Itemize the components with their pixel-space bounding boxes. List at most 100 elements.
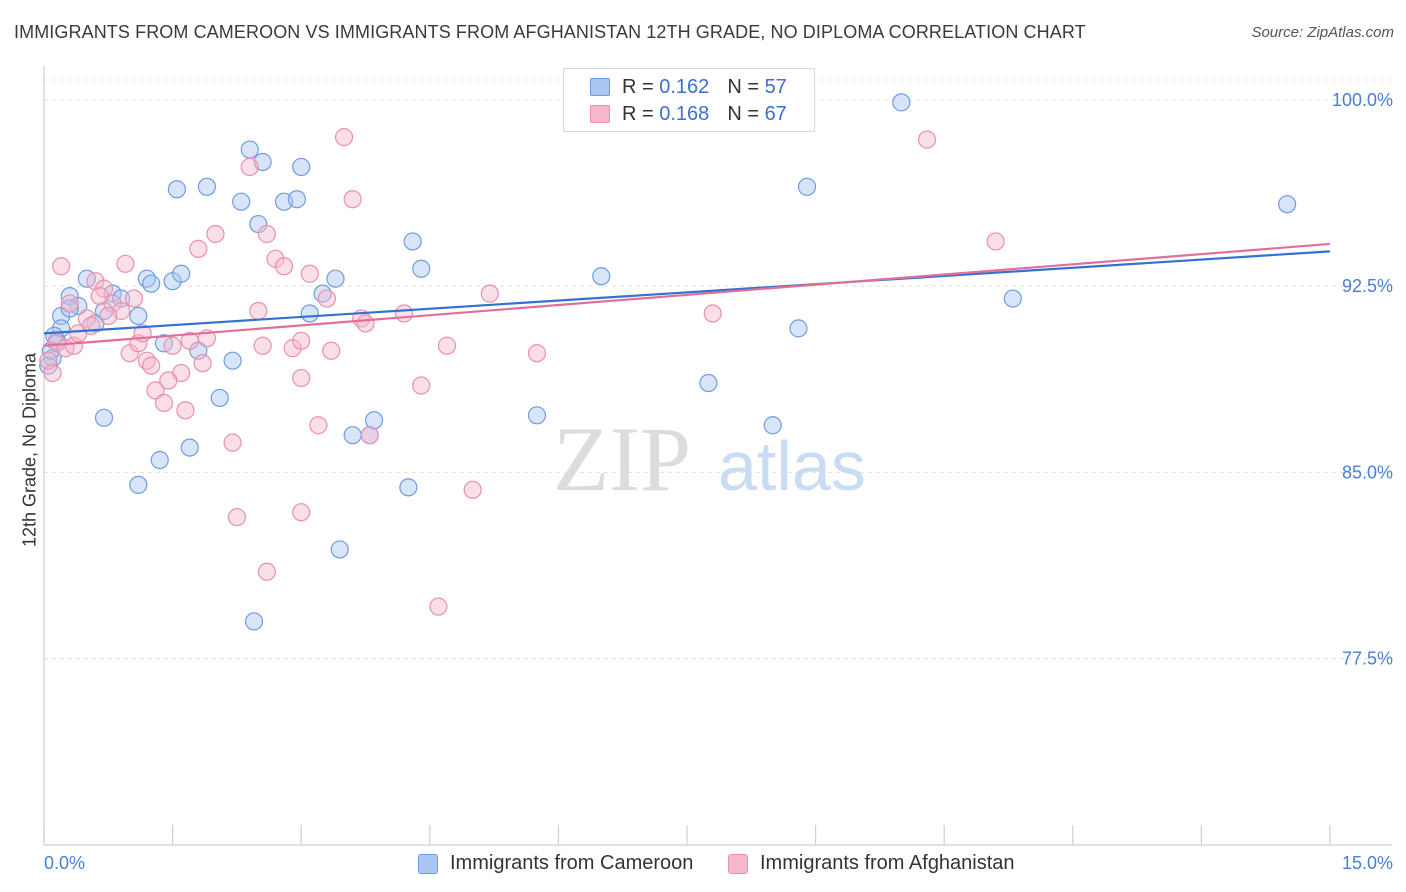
bottom-legend-swatch-afghanistan bbox=[728, 853, 748, 874]
point-cameroon bbox=[763, 416, 782, 435]
point-cameroon bbox=[150, 450, 169, 470]
point-cameroon bbox=[412, 259, 431, 278]
point-cameroon bbox=[94, 408, 114, 427]
watermark-zip: ZIP bbox=[553, 408, 691, 510]
bottom-legend-label-afghanistan: Immigrants from Afghanistan bbox=[760, 852, 1015, 874]
point-afghanistan bbox=[527, 344, 547, 363]
legend-n-label: N = bbox=[727, 102, 759, 125]
point-afghanistan bbox=[356, 314, 375, 333]
point-afghanistan bbox=[274, 257, 294, 276]
point-cameroon bbox=[527, 406, 547, 425]
point-cameroon bbox=[232, 192, 251, 211]
point-cameroon bbox=[223, 351, 242, 370]
point-afghanistan bbox=[322, 341, 341, 360]
bottom-legend-cameroon: Immigrants from Cameroon bbox=[418, 852, 693, 875]
point-cameroon bbox=[197, 177, 216, 196]
point-afghanistan bbox=[257, 562, 277, 581]
legend-r-value: 0.168 bbox=[659, 102, 710, 125]
point-afghanistan bbox=[90, 286, 109, 306]
legend-r-label: R = bbox=[622, 75, 654, 98]
point-cameroon bbox=[326, 269, 345, 288]
legend-r-value: 0.162 bbox=[659, 75, 710, 98]
point-afghanistan bbox=[292, 368, 311, 388]
point-afghanistan bbox=[240, 157, 259, 177]
point-afghanistan bbox=[43, 363, 62, 383]
point-afghanistan bbox=[223, 433, 242, 452]
point-afghanistan bbox=[116, 254, 135, 273]
point-cameroon bbox=[112, 289, 131, 308]
point-afghanistan bbox=[309, 416, 328, 435]
data-points bbox=[39, 90, 1297, 631]
y-tick-label: 77.5% bbox=[1342, 649, 1393, 669]
point-afghanistan bbox=[292, 331, 311, 350]
point-afghanistan bbox=[917, 130, 937, 149]
point-cameroon bbox=[210, 388, 229, 408]
point-afghanistan bbox=[343, 190, 362, 209]
point-cameroon bbox=[60, 299, 79, 318]
y-axis-label: 12th Grade, No Diploma bbox=[19, 352, 40, 548]
trend-line-afghanistan bbox=[43, 242, 1331, 347]
point-afghanistan bbox=[227, 508, 246, 527]
point-cameroon bbox=[403, 232, 422, 251]
point-afghanistan bbox=[249, 301, 268, 321]
legend-row-afghanistan: R = 0.168 N = 67 bbox=[590, 101, 787, 127]
legend-swatch-afghanistan bbox=[590, 105, 610, 123]
y-tick-label: 92.5% bbox=[1342, 276, 1393, 296]
point-afghanistan bbox=[253, 336, 272, 355]
point-cameroon bbox=[129, 475, 148, 494]
legend-row-cameroon: R = 0.162 N = 57 bbox=[590, 74, 787, 100]
point-cameroon bbox=[343, 426, 362, 445]
legend-n-value: 67 bbox=[764, 102, 787, 125]
y-tick-label: 85.0% bbox=[1342, 462, 1393, 482]
bottom-legend-label-cameroon: Immigrants from Cameroon bbox=[450, 852, 694, 874]
legend: R = 0.162 N = 57 R = 0.168 N = 67 bbox=[563, 68, 815, 132]
point-afghanistan bbox=[60, 294, 79, 313]
point-afghanistan bbox=[429, 597, 448, 616]
point-cameroon bbox=[300, 304, 319, 323]
x-tick-label: 15.0% bbox=[1342, 853, 1393, 873]
point-afghanistan bbox=[99, 306, 118, 326]
bottom-legend-afghanistan: Immigrants from Afghanistan bbox=[728, 852, 1015, 875]
point-cameroon bbox=[1278, 195, 1297, 214]
trend-lines bbox=[43, 242, 1331, 347]
legend-n-value: 57 bbox=[764, 75, 787, 98]
point-cameroon bbox=[892, 93, 911, 112]
chart-title: IMMIGRANTS FROM CAMEROON VS IMMIGRANTS F… bbox=[14, 22, 1086, 42]
watermark-atlas: atlas bbox=[718, 427, 866, 505]
point-cameroon bbox=[797, 177, 817, 196]
point-afghanistan bbox=[463, 480, 482, 499]
watermark: ZIP atlas bbox=[553, 408, 866, 510]
point-afghanistan bbox=[82, 316, 101, 335]
point-cameroon bbox=[142, 274, 161, 293]
point-afghanistan bbox=[124, 289, 144, 308]
point-afghanistan bbox=[142, 356, 161, 375]
legend-r-label: R = bbox=[622, 102, 654, 125]
point-afghanistan bbox=[52, 257, 71, 276]
point-afghanistan bbox=[189, 239, 208, 258]
point-afghanistan bbox=[412, 376, 431, 395]
point-cameroon bbox=[330, 540, 349, 559]
point-afghanistan bbox=[146, 381, 165, 400]
x-tick-label: 0.0% bbox=[44, 853, 85, 873]
point-afghanistan bbox=[257, 224, 277, 244]
point-afghanistan bbox=[360, 426, 379, 445]
point-cameroon bbox=[789, 319, 808, 338]
point-afghanistan bbox=[480, 284, 499, 303]
point-cameroon bbox=[592, 267, 611, 286]
point-afghanistan bbox=[986, 232, 1005, 251]
y-tick-label: 100.0% bbox=[1332, 90, 1393, 110]
point-afghanistan bbox=[334, 128, 354, 147]
point-cameroon bbox=[1003, 289, 1022, 308]
point-afghanistan bbox=[159, 371, 178, 390]
point-cameroon bbox=[172, 264, 191, 283]
point-cameroon bbox=[699, 373, 718, 393]
point-cameroon bbox=[399, 478, 418, 497]
legend-swatch-cameroon bbox=[590, 78, 610, 96]
point-cameroon bbox=[244, 612, 264, 631]
point-afghanistan bbox=[163, 336, 182, 355]
point-cameroon bbox=[292, 157, 311, 177]
point-afghanistan bbox=[206, 224, 225, 244]
legend-n-label: N = bbox=[727, 75, 759, 98]
point-cameroon bbox=[287, 190, 307, 209]
point-afghanistan bbox=[300, 264, 319, 283]
